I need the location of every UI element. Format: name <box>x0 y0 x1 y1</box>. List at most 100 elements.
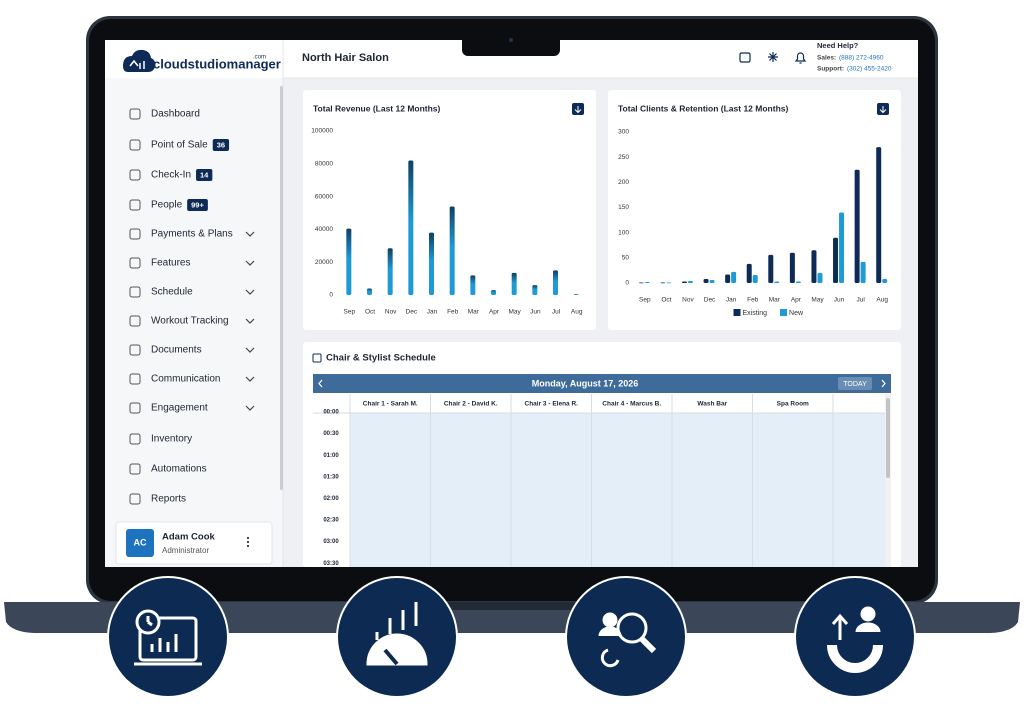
menu-item[interactable]: Dashboard <box>151 109 200 120</box>
menu-chevron[interactable] <box>245 289 255 295</box>
x-tick-label: Feb <box>747 297 759 304</box>
menu-chevron[interactable] <box>245 376 255 382</box>
search-icon <box>616 612 648 644</box>
growth-bars <box>375 602 418 640</box>
menu-icon <box>129 169 141 181</box>
user-role: Administrator <box>162 546 209 555</box>
sparkle-icon[interactable] <box>768 52 778 62</box>
menu-item[interactable]: Schedule <box>151 287 193 298</box>
menu-chevron[interactable] <box>245 231 255 237</box>
menu-icon <box>129 315 141 327</box>
laptop-notch <box>430 602 594 610</box>
menu-chevron[interactable] <box>245 260 255 266</box>
x-tick-label: Aug <box>876 297 888 304</box>
schedule-scrollbar <box>885 394 891 567</box>
bar <box>709 279 715 283</box>
menu-item[interactable]: People <box>151 200 183 211</box>
bar <box>666 282 672 284</box>
menu-chevron[interactable] <box>245 318 255 324</box>
laptop-base <box>4 602 1020 633</box>
legend-label: New <box>789 310 804 317</box>
logo-icon <box>123 49 156 72</box>
y-tick-label: 60000 <box>315 193 333 200</box>
bar <box>725 274 731 283</box>
menu-icon <box>129 139 141 151</box>
camera <box>509 38 513 42</box>
menu-item[interactable]: Documents <box>151 345 202 356</box>
bar <box>553 270 558 295</box>
x-tick-label: May <box>811 297 824 304</box>
bar <box>681 281 687 283</box>
time-label: 01:30 <box>323 474 339 480</box>
logo-mark <box>129 59 145 69</box>
menu-item[interactable]: Engagement <box>151 403 208 414</box>
column-header: Chair 3 - Elena R. <box>525 401 579 408</box>
column-header: Chair 4 - Marcus B. <box>602 401 661 408</box>
menu-item[interactable]: Automations <box>151 464 207 475</box>
y-tick-label: 80000 <box>315 161 333 168</box>
prev-button[interactable] <box>318 379 323 388</box>
today-button[interactable] <box>838 377 872 390</box>
menu-item[interactable]: Features <box>151 258 190 269</box>
logo-suffix: .com <box>253 55 266 61</box>
time-label: 01:00 <box>323 453 339 459</box>
menu-badge-text: 99+ <box>191 200 204 209</box>
avatar-initials: AC <box>134 537 147 547</box>
menu-item[interactable]: Workout Tracking <box>151 316 229 327</box>
user-card[interactable] <box>115 521 273 565</box>
gauge-needle <box>383 648 399 666</box>
menu-badge-text: 36 <box>217 140 225 149</box>
bar <box>774 281 780 283</box>
bar <box>860 261 866 283</box>
menu-icon <box>129 257 141 269</box>
gauge-icon <box>366 633 428 666</box>
menu-item[interactable]: Point of Sale <box>151 140 208 151</box>
menu-item[interactable]: Inventory <box>151 434 192 445</box>
page-title: North Hair Salon <box>302 52 389 64</box>
download-arrow <box>574 106 582 114</box>
calendar-icon[interactable] <box>739 52 751 63</box>
support-phone[interactable]: (302) 455-2420 <box>847 66 892 73</box>
time-label: 02:30 <box>323 518 339 524</box>
menu-dot[interactable] <box>246 540 250 544</box>
feature-circle <box>109 578 227 696</box>
menu-item[interactable]: Communication <box>151 374 220 385</box>
y-tick-label: 100000 <box>311 128 333 135</box>
menu-badge <box>196 169 213 181</box>
menu-dot[interactable] <box>246 544 250 548</box>
timer-hands <box>146 616 153 627</box>
bell-icon[interactable] <box>794 52 807 64</box>
bar <box>703 278 709 283</box>
x-tick-label: Jul <box>856 297 865 304</box>
menu-item[interactable]: Payments & Plans <box>151 229 233 240</box>
menu-chevron[interactable] <box>245 405 255 411</box>
menu-item[interactable]: Check-In <box>151 170 191 181</box>
y-tick-label: 0 <box>329 292 333 299</box>
sales-phone[interactable]: (888) 272-4960 <box>839 55 884 62</box>
legend-swatch <box>733 309 741 316</box>
menu-chevron[interactable] <box>245 347 255 353</box>
retention-person <box>860 606 876 622</box>
retention-body <box>855 622 881 633</box>
next-button[interactable] <box>881 379 886 388</box>
bar <box>408 160 414 295</box>
x-tick-label: May <box>509 309 522 316</box>
sidebar-scrollbar <box>280 86 283 490</box>
menu-item[interactable]: Reports <box>151 494 186 505</box>
schedule-icon <box>312 353 322 363</box>
menu-badge-text: 14 <box>200 170 209 179</box>
time-label: 03:00 <box>323 539 339 545</box>
logo-text: cloudstudiomanager <box>153 56 281 71</box>
column-header: Wash Bar <box>697 401 727 408</box>
bar <box>882 278 888 283</box>
retention-arrow <box>831 613 849 640</box>
today-label: TODAY <box>843 381 867 388</box>
menu-dot[interactable] <box>246 536 250 540</box>
feature-icons <box>107 576 916 698</box>
menu-icon <box>129 433 141 445</box>
camera-notch <box>462 34 560 56</box>
x-tick-label: Oct <box>365 309 375 316</box>
bar <box>854 169 860 283</box>
column-header: Chair 1 - Sarah M. <box>363 401 418 408</box>
